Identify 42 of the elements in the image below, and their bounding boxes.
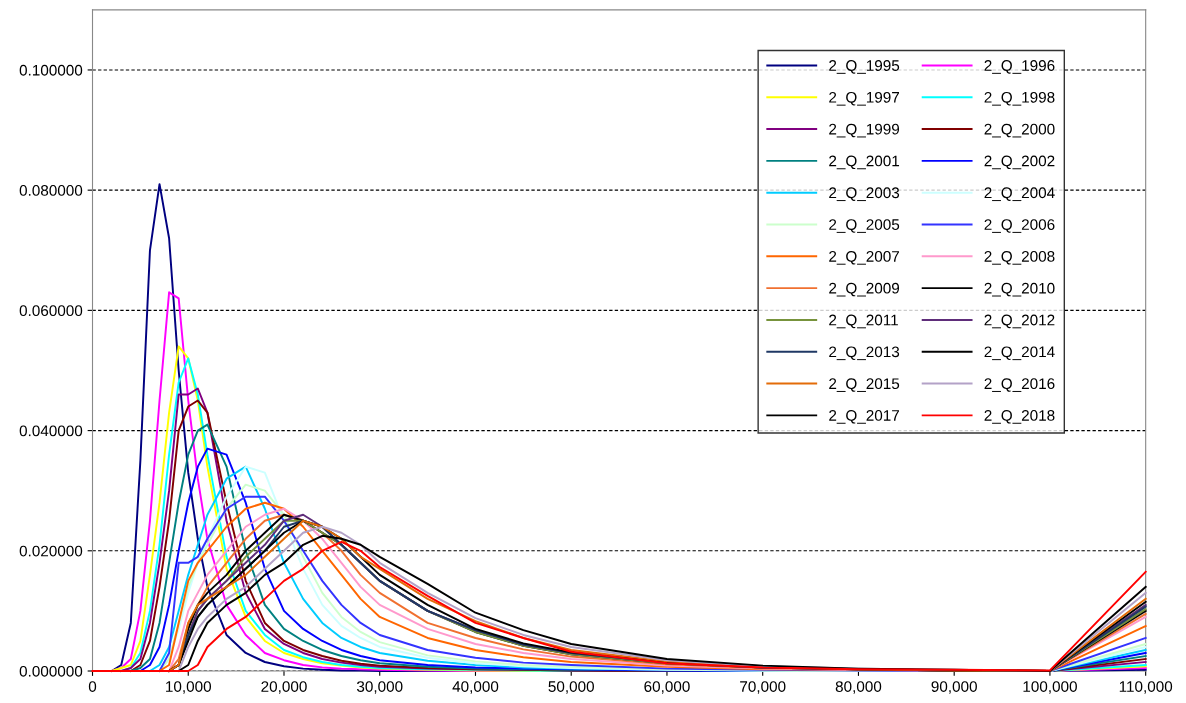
- legend-label: 2_Q_2005: [829, 219, 900, 233]
- legend-label: 2_Q_2008: [984, 250, 1055, 265]
- legend-label: 2_Q_2002: [984, 155, 1055, 170]
- x-tick-label: 100,000: [1023, 681, 1077, 694]
- legend-label: 2_Q_1996: [984, 60, 1055, 74]
- legend-label: 2_Q_2007: [829, 250, 900, 265]
- legend-label: 2_Q_2017: [829, 410, 900, 424]
- y-tick-label: 0.040000: [19, 425, 83, 437]
- legend-label: 2_Q_2012: [984, 314, 1055, 329]
- legend-label: 2_Q_1995: [829, 60, 900, 74]
- legend-label: 2_Q_2013: [829, 346, 900, 361]
- legend-label: 2_Q_2015: [829, 378, 900, 392]
- legend-label: 2_Q_1999: [829, 123, 900, 138]
- x-tick-label: 0: [88, 681, 97, 692]
- legend-label: 2_Q_2010: [984, 282, 1055, 297]
- legend-label: 2_Q_2018: [984, 410, 1055, 424]
- legend-label: 2_Q_2001: [829, 155, 900, 170]
- x-tick-label: 20,000: [261, 681, 307, 694]
- x-tick-label: 80,000: [835, 681, 882, 694]
- legend-label: 2_Q_2014: [984, 346, 1055, 361]
- x-tick-label: 60,000: [644, 681, 690, 694]
- y-tick-label: 0.000000: [19, 665, 83, 677]
- legend-label: 2_Q_2004: [984, 187, 1055, 202]
- legend-label: 2_Q_1998: [984, 91, 1055, 106]
- legend-label: 2_Q_1997: [829, 91, 900, 106]
- legend-label: 2_Q_2006: [984, 219, 1055, 233]
- x-tick-label: 50,000: [548, 681, 594, 694]
- x-tick-label: 30,000: [356, 681, 403, 694]
- x-tick-label: 110,000: [1119, 681, 1173, 694]
- y-tick-label: 0.080000: [19, 185, 83, 196]
- legend-label: 2_Q_2003: [829, 187, 900, 202]
- y-tick-label: 0.100000: [19, 64, 83, 76]
- x-tick-label: 70,000: [740, 681, 786, 694]
- legend-label: 2_Q_2016: [984, 378, 1055, 392]
- y-tick-label: 0.020000: [19, 545, 83, 557]
- legend-label: 2_Q_2009: [829, 282, 900, 297]
- x-tick-label: 40,000: [452, 681, 499, 694]
- x-tick-label: 90,000: [931, 681, 977, 694]
- legend-label: 2_Q_2011: [829, 314, 898, 329]
- legend-label: 2_Q_2000: [984, 123, 1055, 138]
- x-tick-label: 10,000: [166, 681, 212, 694]
- y-tick-label: 0.060000: [19, 305, 83, 317]
